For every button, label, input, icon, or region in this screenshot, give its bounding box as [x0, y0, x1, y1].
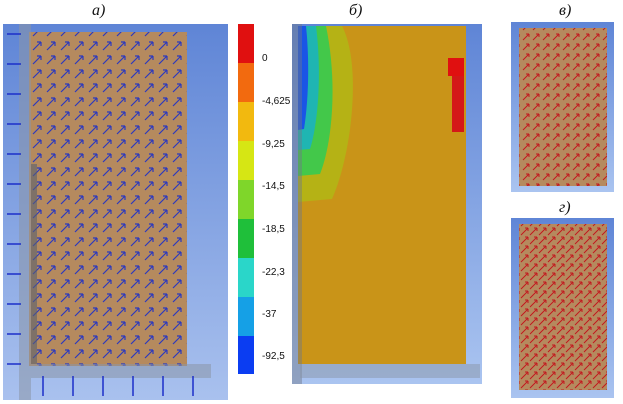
panel-b-red-zone-1	[448, 58, 464, 76]
panel-a-electrode	[31, 164, 37, 364]
legend-value: -22,3	[262, 267, 285, 278]
panel-label-a: а)	[92, 2, 106, 19]
panel-a-arrows	[29, 32, 187, 366]
panel-g-svg	[511, 218, 614, 398]
legend-value: -92,5	[262, 351, 285, 362]
panel-b-contour-field	[292, 24, 482, 384]
panel-label-g: г)	[559, 199, 571, 216]
panel-a-vector-field	[3, 24, 228, 400]
panel-b-zone-blue	[298, 26, 309, 130]
panel-g-vector-field	[511, 218, 614, 398]
legend-value: -18,5	[262, 224, 285, 235]
legend-value: -37	[262, 309, 277, 320]
panel-a-svg	[3, 24, 228, 400]
panel-b-svg	[292, 24, 482, 384]
panel-a-boundary-arrows	[7, 33, 194, 396]
panel-v-vector-field	[511, 22, 614, 192]
panel-b-left-wall	[292, 24, 302, 384]
panel-label-b: б)	[349, 2, 363, 19]
panel-a-bottom-plate	[31, 364, 211, 378]
legend-value: -9,25	[262, 139, 285, 150]
legend-colorbar	[238, 24, 254, 374]
panel-a-left-wall	[19, 24, 31, 400]
panel-v-arrows	[519, 28, 607, 186]
legend-value: -14,5	[262, 181, 285, 192]
panel-label-v: в)	[559, 2, 572, 19]
panel-b-red-zone-2	[452, 76, 464, 132]
legend-value: 0	[262, 53, 268, 64]
panel-b-bottom-plate	[300, 364, 480, 378]
panel-g-arrows	[519, 224, 607, 390]
panel-v-svg	[511, 22, 614, 192]
legend-value: -4,625	[262, 96, 291, 107]
